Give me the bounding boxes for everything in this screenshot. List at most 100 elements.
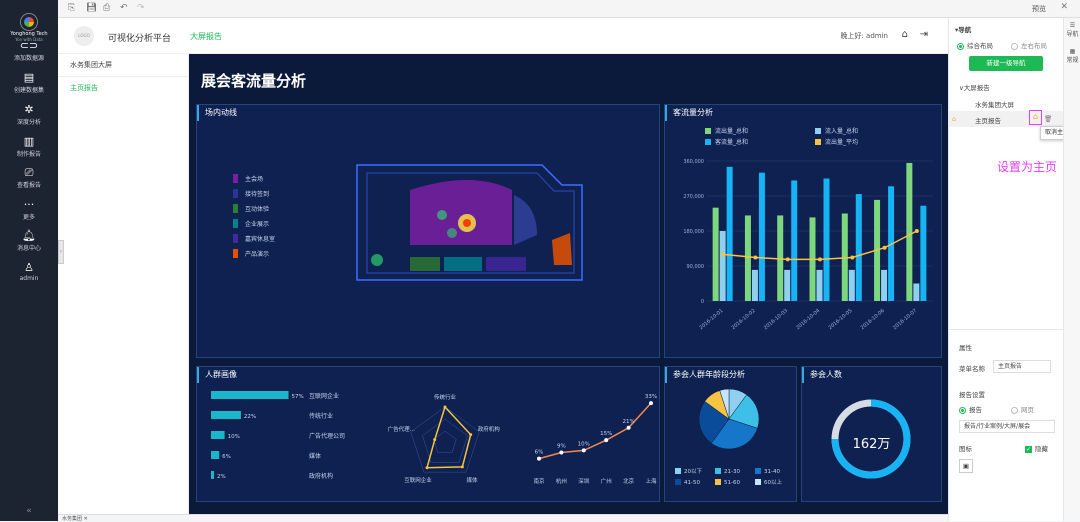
y-tick-label: 270,000: [683, 194, 704, 200]
tab-big-screen-report[interactable]: 大屏报告: [190, 32, 222, 41]
radar-grid: [422, 418, 468, 463]
bottom-page-tab[interactable]: 水务集团 ✕: [58, 514, 948, 522]
layout-option-combined[interactable]: 综合布局: [957, 40, 993, 50]
radar-area: [426, 405, 472, 469]
bar: [823, 178, 830, 301]
sidebar-item-create-dataset[interactable]: ▤ 创建数据集: [0, 72, 58, 95]
legend-label: 企业展示: [245, 221, 270, 228]
web-option[interactable]: 网页: [1011, 404, 1034, 414]
sidebar-item-label: 查看报告: [16, 182, 41, 189]
tree-selected-label: 主页报告: [975, 117, 1001, 125]
more-icon: ···: [23, 198, 35, 211]
tab-general[interactable]: ▦ 常规: [1064, 48, 1080, 64]
y-tick-label: 0: [701, 299, 704, 305]
report-settings-label: 报告设置: [959, 391, 985, 399]
tree-group-item[interactable]: ∨大屏报告: [959, 82, 990, 92]
legend-label: 产品演示: [245, 251, 270, 258]
y-tick-label: 180,000: [683, 229, 704, 235]
delete-icon[interactable]: 🗑︎: [1044, 115, 1053, 123]
attributes-title: 属性: [959, 344, 972, 352]
tree-selected-row[interactable]: [949, 111, 1064, 127]
legend-label: 流出量_总和: [715, 127, 748, 135]
redo-icon[interactable]: ↷: [137, 3, 145, 13]
city-line-chart: 6% 南京 9% 杭州 10% 深圳 15% 广州 21% 北京 33% 上海: [533, 394, 657, 485]
bar: [920, 205, 927, 301]
radar-point: [460, 465, 464, 469]
line-point: [626, 425, 631, 430]
view-report-icon: ⎚: [24, 166, 34, 179]
line-point: [537, 456, 541, 461]
sidebar-item-deep-analysis[interactable]: ✲ 深度分析: [0, 104, 58, 127]
radar-point: [433, 438, 437, 442]
bar-value-label: 6%: [222, 454, 231, 460]
line-point: [914, 229, 919, 233]
undo-icon[interactable]: ↶: [120, 3, 128, 13]
legend-label: 互动体验: [245, 206, 270, 213]
right-vertical-tabs: ☰ 导航 ▦ 常规: [1063, 18, 1080, 521]
attendance-value: 162万: [852, 437, 891, 452]
logout-icon[interactable]: ⇥: [919, 29, 928, 40]
report-path-select[interactable]: 报告/行业案例/大屏/展会: [959, 420, 1055, 433]
sidebar-item-user[interactable]: ♙ admin: [0, 262, 58, 283]
menu-name-input[interactable]: 主页报告: [993, 360, 1051, 373]
legend-label: 60以上: [764, 478, 782, 486]
x-tick-label: 广州: [601, 477, 612, 485]
bar-value-label: 10%: [228, 434, 240, 440]
sidebar-item-add-datasource[interactable]: ⊂⊃ 添加数据源: [0, 40, 58, 63]
report-option[interactable]: 报告: [959, 404, 982, 414]
legend-swatch: [815, 128, 821, 134]
legend-swatch: [675, 468, 681, 474]
close-icon[interactable]: ✕: [1060, 2, 1068, 12]
sidebar-item-make-report[interactable]: ▥ 制作报告: [0, 136, 58, 159]
heat-core: [463, 219, 471, 227]
divider: [949, 329, 1064, 330]
app-title: 可视化分析平台: [108, 34, 172, 44]
sidebar-item-label: 消息中心: [16, 245, 41, 252]
category-label: 传统行业: [309, 412, 333, 420]
option-label: 网页: [1021, 406, 1034, 414]
legend-label: 嘉宾休息室: [245, 236, 276, 243]
bar: [906, 162, 913, 301]
collapse-sidebar-button[interactable]: «: [26, 506, 32, 516]
tree-label: 大屏报告: [963, 84, 990, 92]
exhibit-zone: [444, 257, 482, 271]
line-point: [785, 257, 790, 262]
legend-swatch: [815, 139, 821, 145]
line-point: [753, 255, 758, 260]
x-tick-label: 上海: [645, 477, 657, 485]
point-label: 21%: [622, 419, 634, 425]
category-label: 广告代理公司: [309, 432, 345, 440]
new-file-icon[interactable]: ⎘: [68, 3, 76, 13]
page-item-water[interactable]: 水务集团大屏: [70, 61, 112, 69]
image-picker-icon[interactable]: ▣: [959, 459, 973, 473]
tree-child-item[interactable]: 水务集团大屏: [975, 101, 1014, 109]
grid-icon: ▦: [1069, 48, 1076, 55]
bar: [744, 215, 751, 301]
new-nav-button[interactable]: 新建一级导航: [969, 56, 1043, 71]
expand-panel-handle[interactable]: ›: [58, 240, 64, 264]
sidebar-item-messages[interactable]: 🔔︎ 消息中心: [0, 230, 58, 253]
point-label: 6%: [535, 450, 544, 456]
brand-name: Yonghong Tech: [10, 31, 48, 37]
sidebar-item-label: 深度分析: [16, 119, 41, 126]
radar-point: [425, 466, 429, 470]
traffic-panel: 客流量分析 流出量_总和 流入量_总和 客流量_总和 流出量_平均 0 90,000 180…: [664, 104, 942, 358]
pie-slice: [711, 418, 758, 450]
heat-spot: [447, 228, 457, 238]
x-tick-label: 2016-10-03: [763, 308, 789, 331]
set-home-icon[interactable]: ⌂: [1029, 110, 1042, 125]
tab-nav[interactable]: ☰ 导航: [1064, 22, 1080, 38]
save-icon[interactable]: 💾︎: [86, 3, 98, 13]
home-icon[interactable]: ⌂: [901, 29, 908, 40]
sidebar-item-view-report[interactable]: ⎚ 查看报告: [0, 166, 58, 190]
layout-option-left-right[interactable]: 左右布局: [1011, 40, 1047, 50]
preview-button[interactable]: 预览: [1032, 5, 1046, 13]
page-item-home-report[interactable]: 主页报告: [70, 84, 98, 92]
save-as-icon[interactable]: ⎙: [103, 3, 111, 13]
icon-label: 图标: [959, 445, 972, 453]
legend-label: 21-30: [724, 469, 740, 475]
sidebar-item-more[interactable]: ··· 更多: [0, 198, 58, 222]
x-tick-label: 2016-10-06: [860, 308, 886, 331]
hide-checkbox[interactable]: ✓ 隐藏: [1025, 443, 1048, 453]
sidebar-item-label: 创建数据集: [13, 87, 44, 94]
